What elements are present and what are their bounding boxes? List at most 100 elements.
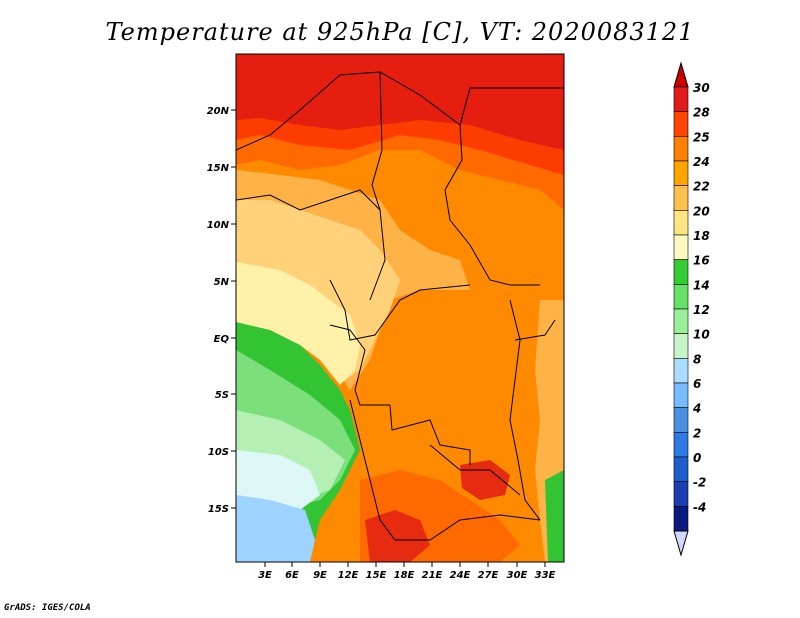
colorbar-label: 30 [693,81,710,95]
colorbar-swatch [673,481,689,507]
boundary-uganda [514,319,556,341]
colorbar-swatch [673,432,689,458]
map-frame [235,53,565,563]
lon-tick-27e: 27E [478,562,499,581]
svg-text:33E: 33E [535,570,556,581]
boundary-car [329,279,471,341]
svg-text:10N: 10N [207,220,230,231]
grads-credit: GrADS: IGES/COLA [4,603,91,613]
lat-tick-15s: 15S [208,504,236,515]
colorbar-swatch [673,86,689,112]
svg-text:12E: 12E [338,570,359,581]
lon-tick-18e: 18E [394,562,415,581]
svg-text:10S: 10S [208,447,229,458]
svg-text:27E: 27E [478,570,499,581]
band-20 [236,200,400,380]
colorbar-label: 22 [693,180,710,194]
colorbar-label: 8 [693,352,701,366]
boundary-niger-chad [369,71,386,301]
lat-tick-15n: 15N [207,163,236,174]
colorbar-swatch [673,382,689,408]
svg-text:20N: 20N [207,106,230,117]
svg-text:5N: 5N [214,277,230,288]
boundary-angola-namibia [349,399,541,541]
colorbar-swatch [673,333,689,359]
svg-text:18E: 18E [394,570,415,581]
svg-text:6E: 6E [285,570,299,581]
lon-tick-6e: 6E [285,562,299,581]
colorbar-label: 12 [693,303,710,317]
colorbar-swatch [673,506,689,532]
colorbar-label: 14 [693,278,710,292]
band-30b [236,54,564,150]
colorbar-swatch [673,407,689,433]
svg-text:3E: 3E [258,570,272,581]
lon-tick-21e: 21E [422,562,443,581]
svg-text:24E: 24E [450,570,471,581]
colorbar-swatch [673,136,689,162]
boundary-zambia [429,444,521,496]
lat-tick-20n: 20N [207,106,236,117]
svg-text:5S: 5S [215,390,229,401]
svg-text:EQ: EQ [214,334,230,345]
lat-tick-10s: 10S [208,447,236,458]
colorbar-top-arrow [673,61,689,88]
lon-tick-3e: 3E [258,562,272,581]
colorbar-swatch [673,308,689,334]
svg-text:15E: 15E [366,570,387,581]
colorbar-label: -4 [693,500,706,514]
svg-text:15N: 15N [207,163,230,174]
lat-tick-eq: EQ [214,334,236,345]
east-green [545,470,564,562]
colorbar-swatch [673,456,689,482]
map-title: Temperature at 925hPa [C], VT: 202008312… [105,18,695,46]
band-30-south [365,510,430,562]
boundary-westafrica [236,189,381,211]
colorbar-swatch [673,234,689,260]
colorbar-label: 0 [693,451,701,465]
colorbar-label: 10 [693,328,710,342]
colorbar-label: -2 [693,476,706,490]
lon-tick-9e: 9E [313,562,327,581]
lon-tick-30e: 30E [507,562,528,581]
temperature-field [236,54,564,562]
colorbar-bottom-arrow [673,530,689,557]
colorbar-swatch [673,111,689,137]
colorbar-label: 28 [693,106,710,120]
band-18 [236,262,360,385]
country-boundaries [236,71,564,541]
svg-text:21E: 21E [422,570,443,581]
lat-tick-10n: 10N [207,220,236,231]
colorbar-label: 6 [693,377,701,391]
colorbar-swatch [673,160,689,186]
boundary-gabon-congo [329,324,390,406]
lat-axis: 20N 15N 10N 5N EQ 5S 10S 15S [207,106,236,515]
lat-tick-5s: 5S [215,390,236,401]
svg-text:15S: 15S [208,504,229,515]
colorbar-label: 25 [693,130,710,144]
colorbar-label: 4 [692,402,701,416]
colorbar-label: 20 [693,204,710,218]
svg-text:9E: 9E [313,570,327,581]
svg-text:30E: 30E [507,570,528,581]
colorbar-label: 18 [693,229,710,243]
colorbar-label: 24 [693,155,710,169]
boundary-drc-angola [389,404,471,465]
colorbar-swatch [673,284,689,310]
band-8 [236,495,315,562]
lon-tick-12e: 12E [338,562,359,581]
lon-tick-15e: 15E [366,562,387,581]
colorbar-swatch [673,259,689,285]
colorbar-label: 16 [693,254,710,268]
colorbar-swatch [673,358,689,384]
lat-tick-5n: 5N [214,277,236,288]
boundary-east-lakes [509,299,541,521]
lon-axis: 3E 6E 9E 12E 15E 18E 21E 24E 27E 30E 33E [258,562,556,581]
lon-tick-33e: 33E [535,562,556,581]
lon-tick-24e: 24E [450,562,471,581]
colorbar-swatch [673,185,689,211]
colorbar-swatch [673,210,689,236]
boundary-sudan [444,124,540,286]
